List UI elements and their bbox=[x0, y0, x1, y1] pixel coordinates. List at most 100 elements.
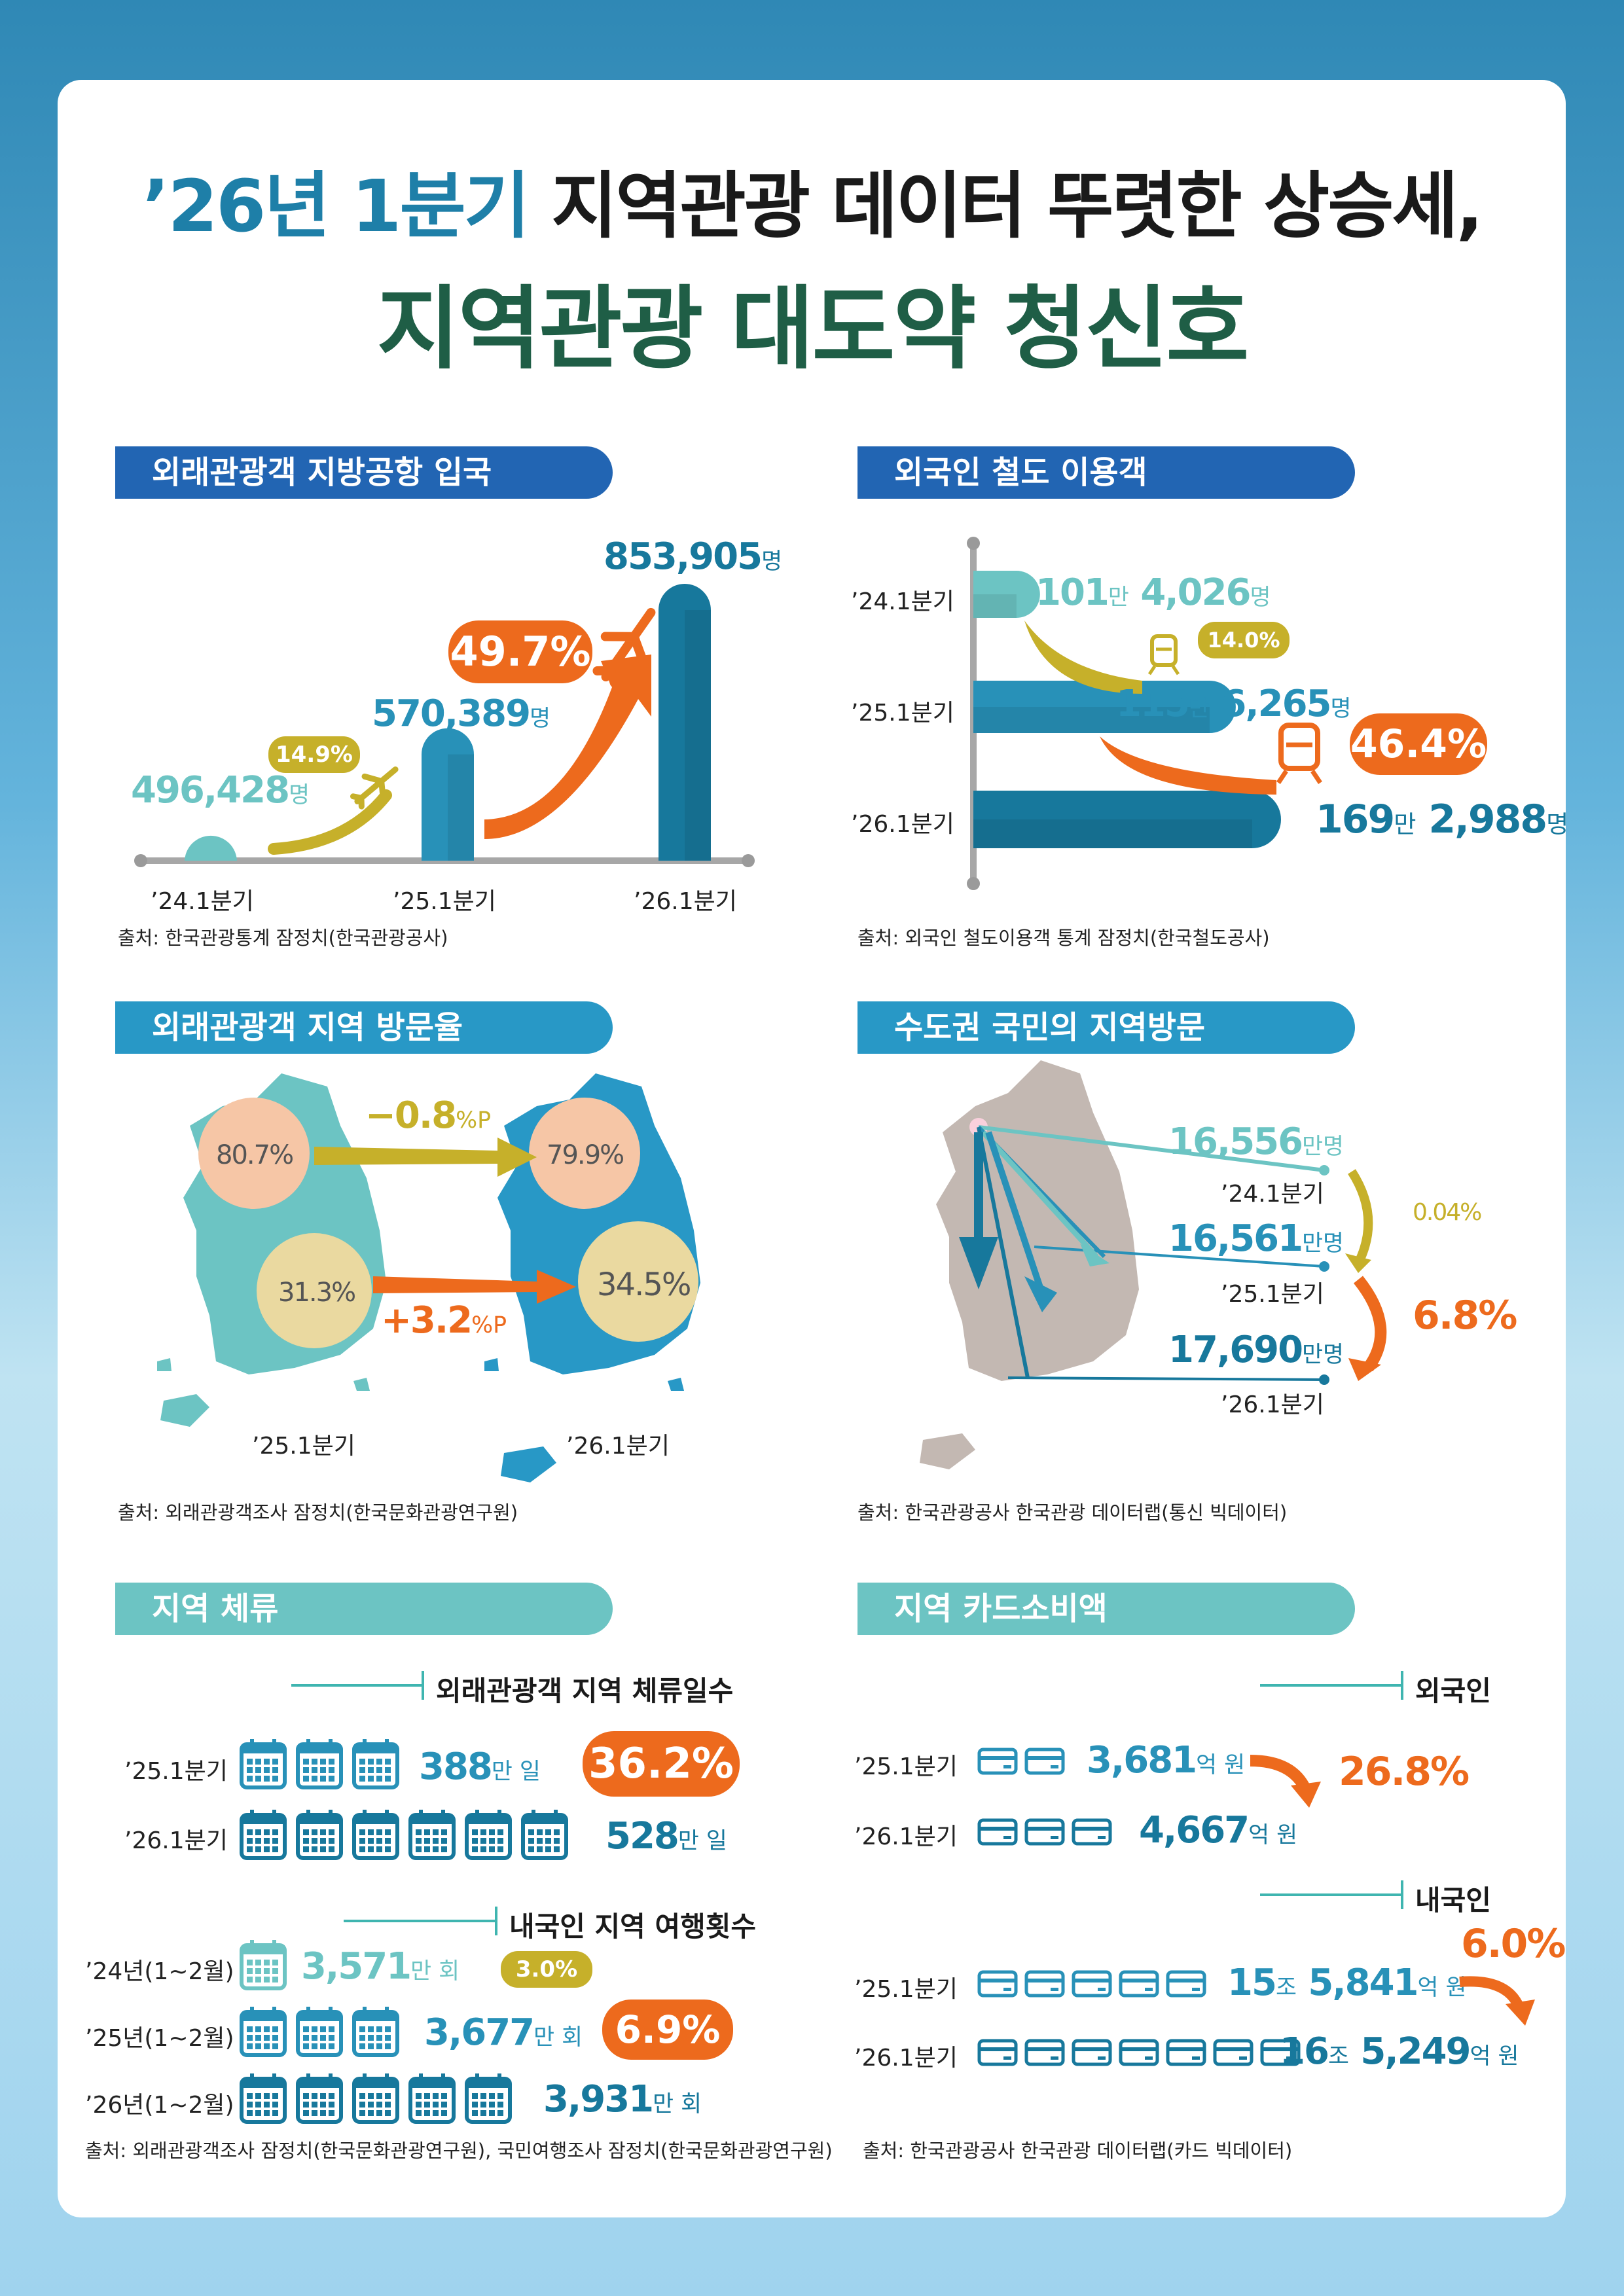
visit-change-2: +3.2%P bbox=[381, 1299, 507, 1342]
rail-cat-3: ’26.1분기 bbox=[851, 811, 954, 838]
rail-arrow-1 bbox=[1024, 620, 1142, 694]
section-stay: 지역 체류 bbox=[115, 1583, 613, 1635]
card-domestic-subtitle: 내국인 bbox=[1415, 1884, 1491, 1916]
card-foreign-icons-2 bbox=[977, 1816, 1119, 1848]
capital-value-3: 17,690만명 bbox=[1168, 1329, 1344, 1371]
rail-value-1: 101만 4,026명 bbox=[1036, 571, 1271, 614]
trips-growth-1: 3.0% bbox=[501, 1951, 592, 1988]
rail-bar bbox=[973, 791, 1281, 848]
calendar-icon bbox=[408, 2073, 456, 2124]
bar-shade bbox=[685, 610, 711, 861]
trips-calendars-3 bbox=[239, 2072, 520, 2125]
stay-calendars-2 bbox=[239, 1808, 577, 1861]
capital-dot-2 bbox=[1319, 1261, 1329, 1272]
divider bbox=[1260, 1893, 1401, 1896]
airport-growth-2: 49.7% bbox=[448, 620, 592, 683]
stay-value-1: 388만 일 bbox=[419, 1746, 541, 1788]
visit-lower-label-1: 31.3% bbox=[278, 1278, 356, 1308]
card-foreign-value-2: 4,667억 원 bbox=[1139, 1809, 1298, 1852]
capital-value-2: 16,561만명 bbox=[1168, 1217, 1344, 1260]
capital-growth-arrow-1 bbox=[1348, 1169, 1373, 1266]
axis-dot bbox=[967, 877, 980, 890]
calendar-icon bbox=[296, 2007, 343, 2057]
rail-value-2: 115만 6,265명 bbox=[1116, 683, 1352, 725]
calendar-icon bbox=[240, 1810, 287, 1860]
calendar-icon bbox=[465, 2073, 512, 2124]
credit-card-icon bbox=[1072, 1970, 1112, 1998]
bar-shade bbox=[973, 819, 1252, 848]
headline-line1: ’26년 1분기 지역관광 데이터 뚜렷한 상승세, bbox=[142, 164, 1484, 248]
arrowhead bbox=[1291, 1782, 1321, 1808]
headline-line2: 지역관광 대도약 청신호 bbox=[376, 276, 1250, 382]
credit-card-icon bbox=[977, 1748, 1018, 1775]
card-foreign-growth: 26.8% bbox=[1339, 1749, 1470, 1795]
bar-shade bbox=[973, 594, 1017, 618]
bar-shade bbox=[448, 754, 474, 861]
airplane-icon bbox=[350, 766, 399, 810]
train-icon bbox=[1147, 634, 1180, 675]
section-visit-rate: 외래관광객 지역 방문율 bbox=[115, 1001, 613, 1054]
calendar-icon bbox=[240, 1739, 287, 1789]
stay-source: 출처: 외래관광객조사 잠정치(한국문화관광연구원), 국민여행조사 잠정치(한… bbox=[85, 2140, 833, 2162]
calendar-icon bbox=[408, 1810, 456, 1860]
rail-bar bbox=[973, 681, 1236, 733]
divider bbox=[1260, 1684, 1401, 1687]
calendar-icon bbox=[296, 1810, 343, 1860]
airport-value-2: 570,389명 bbox=[372, 692, 551, 735]
credit-card-icon bbox=[1024, 1748, 1065, 1775]
stay-value-2: 528만 일 bbox=[605, 1815, 727, 1857]
capital-value-1: 16,556만명 bbox=[1168, 1121, 1344, 1163]
axis-dot bbox=[742, 854, 755, 867]
visit-upper-circle-1 bbox=[198, 1098, 310, 1209]
rail-source: 출처: 외국인 철도이용객 통계 잠정치(한국철도공사) bbox=[857, 927, 1270, 949]
visit-arrow-1 bbox=[314, 1138, 537, 1177]
card-foreign-period-1: ’25.1분기 bbox=[854, 1753, 958, 1780]
visit-lower-circle-1 bbox=[257, 1233, 372, 1348]
visit-source: 출처: 외래관광객조사 잠정치(한국문화관광연구원) bbox=[118, 1501, 518, 1524]
card-domestic-growth: 6.0% bbox=[1461, 1921, 1566, 1967]
rail-value-3: 169만 2,988명 bbox=[1316, 797, 1569, 842]
axis-dot bbox=[967, 537, 980, 550]
visit-change-1: −0.8%P bbox=[365, 1094, 492, 1137]
calendar-icon bbox=[296, 1739, 343, 1789]
airport-cat-3: ’26.1분기 bbox=[634, 888, 737, 915]
credit-card-icon bbox=[1024, 1970, 1065, 1998]
divider bbox=[495, 1907, 497, 1935]
card-domestic-icons-2 bbox=[977, 2036, 1307, 2069]
calendar-icon bbox=[521, 1810, 568, 1860]
visit-upper-label-1: 80.7% bbox=[216, 1140, 294, 1170]
trips-calendars-1 bbox=[239, 1939, 295, 1991]
credit-card-icon bbox=[1166, 2039, 1206, 2066]
trips-value-1: 3,571만 회 bbox=[301, 1945, 460, 1988]
trips-period-1: ’24년(1~2월) bbox=[85, 1958, 234, 1985]
calendar-icon bbox=[240, 2007, 287, 2057]
calendar-icon bbox=[352, 2073, 399, 2124]
credit-card-icon bbox=[1024, 1818, 1065, 1846]
visit-upper-label-2: 79.9% bbox=[547, 1140, 624, 1170]
trips-growth-2: 6.9% bbox=[602, 2000, 733, 2060]
section-airport: 외래관광객 지방공항 입국 bbox=[115, 446, 613, 499]
credit-card-icon bbox=[1119, 1970, 1159, 1998]
calendar-icon bbox=[352, 2007, 399, 2057]
visit-arrow-2 bbox=[373, 1270, 576, 1304]
credit-card-icon bbox=[1166, 1970, 1206, 1998]
airport-growth-1: 14.9% bbox=[268, 736, 360, 773]
capital-source: 출처: 한국관광공사 한국관광 데이터랩(통신 빅데이터) bbox=[857, 1501, 1288, 1524]
trips-value-2: 3,677만 회 bbox=[424, 2011, 583, 2054]
visit-upper-circle-2 bbox=[529, 1098, 640, 1209]
section-rail: 외국인 철도 이용객 bbox=[857, 446, 1355, 499]
stay-calendars-1 bbox=[239, 1738, 408, 1790]
calendar-icon bbox=[352, 1739, 399, 1789]
airport-bar bbox=[422, 728, 474, 861]
airport-bar bbox=[185, 835, 237, 862]
capital-growth-1: 0.04% bbox=[1413, 1199, 1482, 1226]
train-icon bbox=[1276, 723, 1322, 784]
credit-card-icon bbox=[977, 1818, 1018, 1846]
card-domestic-value-2: 16조 5,249억 원 bbox=[1280, 2030, 1519, 2073]
calendar-icon bbox=[296, 2073, 343, 2124]
capital-arrow-a bbox=[981, 1130, 1098, 1259]
capital-dot-1 bbox=[1319, 1165, 1329, 1175]
capital-leader-2 bbox=[1034, 1246, 1325, 1268]
credit-card-icon bbox=[977, 1970, 1018, 1998]
credit-card-icon bbox=[977, 2039, 1018, 2066]
